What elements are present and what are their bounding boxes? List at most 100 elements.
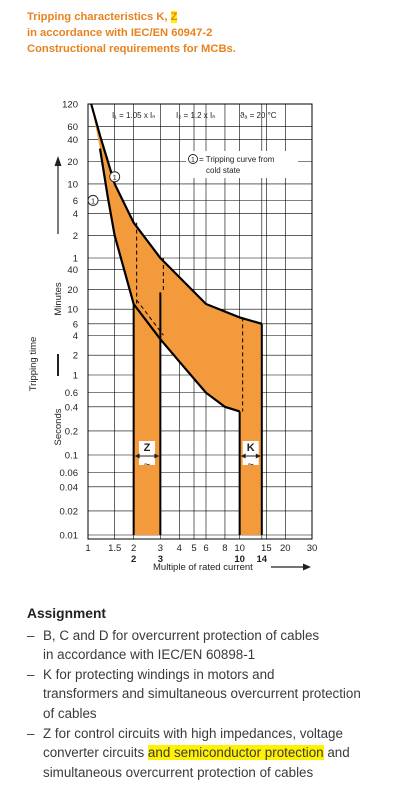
assignment-item: – B, C and D for overcurrent protection o…	[27, 626, 412, 665]
assignment-item: – Z for control circuits with high impeda…	[27, 724, 412, 783]
y-tick-label: 4	[73, 209, 78, 220]
overlap-area	[133, 222, 161, 304]
list-dash: –	[27, 666, 35, 682]
upper-tripping-curve	[90, 103, 263, 325]
assignment-line: simultaneous overcurrent protection of c…	[43, 763, 412, 783]
k-band-tilde: ~	[248, 459, 254, 471]
y-unit-minutes: Minutes	[53, 282, 64, 316]
annotation-temp: ϑₐ = 20 °C	[240, 111, 277, 120]
tripping-characteristics-chart: 12060402010642140201064210.60.40.20.10.0…	[28, 100, 318, 574]
highlighted-z: Z	[170, 11, 178, 23]
line-text: B, C and D for overcurrent protection of…	[43, 627, 320, 643]
y-tick-label: 2	[73, 231, 78, 242]
legend-box	[186, 151, 298, 178]
y-tick-label: 1	[73, 254, 78, 265]
y-tick-label: 0.2	[65, 426, 78, 437]
line-text: in accordance with IEC/EN 60898-1	[43, 647, 256, 663]
assignment-line: transformers and simultaneous overcurren…	[43, 684, 412, 704]
k-band-bracket-arrow-right	[255, 453, 261, 459]
z-band-bracket-arrow-right	[154, 453, 160, 459]
line-text: simultaneous overcurrent protection of c…	[43, 764, 314, 780]
z-band-tilde: ~	[144, 459, 150, 471]
assignment-line: B, C and D for overcurrent protection of…	[43, 626, 412, 646]
line-text: and	[323, 745, 350, 761]
x-tick-label: 4	[177, 543, 182, 554]
y-axis-title: Tripping time	[28, 337, 39, 392]
line-text: Z for control circuits with high impedan…	[43, 725, 343, 741]
line-text: K for protecting windings in motors and	[43, 666, 275, 682]
x-tick-label: 20	[280, 543, 291, 554]
y-minutes-arrow-head	[54, 156, 62, 166]
y-tick-label: 0.1	[65, 451, 78, 462]
y-tick-label: 120	[62, 100, 78, 111]
annotation-i1: I₁ = 1.05 x Iₙ	[112, 111, 155, 120]
k-band-area	[133, 258, 262, 535]
heading-line-2: in accordance with IEC/EN 60947-2	[27, 27, 213, 39]
k-band-label: K	[247, 442, 255, 454]
y-tick-label: 1	[73, 371, 78, 382]
z-band-area	[91, 104, 161, 535]
assignment-line: K for protecting windings in motors and	[43, 665, 412, 685]
y-unit-seconds: Seconds	[53, 408, 64, 445]
assignment-line: in accordance with IEC/EN 60898-1	[43, 645, 412, 665]
highlighted-text: and semiconductor protection	[147, 745, 324, 761]
list-dash: –	[27, 725, 35, 741]
chart-heading: Tripping characteristics K, Z in accorda…	[27, 9, 407, 57]
plot-frame	[87, 103, 313, 540]
z-band-label: Z	[144, 442, 151, 454]
x-tick-label: 6	[203, 543, 208, 554]
assignment-line: of cables	[43, 704, 412, 724]
x-mark-label: 3	[158, 554, 163, 565]
assignment-list: – B, C and D for overcurrent protection o…	[27, 626, 412, 783]
y-tick-label: 10	[67, 179, 78, 190]
x-tick-label: 15	[261, 543, 272, 554]
curve-marker-number: 1	[91, 196, 95, 205]
x-axis-title: Multiple of rated current	[153, 562, 253, 573]
dashed-guide-line	[136, 299, 164, 336]
y-tick-label: 0.6	[65, 388, 78, 399]
y-tick-label: 0.02	[60, 506, 79, 517]
annotation-i2: I₂ = 1.2 x Iₙ	[176, 111, 215, 120]
list-dash: –	[27, 627, 35, 643]
x-tick-label: 8	[222, 543, 227, 554]
assignment-heading: Assignment	[27, 606, 106, 621]
legend-text: = Tripping curve from	[199, 155, 275, 164]
curve-marker	[109, 171, 121, 183]
x-mark-label: 2	[131, 554, 136, 565]
curve-marker-number: 1	[113, 173, 117, 182]
y-tick-label: 6	[73, 196, 78, 207]
x-tick-label: 30	[307, 543, 318, 554]
heading-line-3: Constructional requirements for MCBs.	[27, 43, 236, 55]
y-tick-label: 20	[67, 157, 78, 168]
x-axis-arrow-head	[303, 563, 311, 571]
x-tick-label: 3	[158, 543, 163, 554]
y-tick-label: 10	[67, 305, 78, 316]
legend-marker	[188, 154, 198, 164]
y-tick-label: 60	[67, 122, 78, 133]
y-tick-label: 4	[73, 331, 78, 342]
y-tick-label: 2	[73, 351, 78, 362]
z-band-bracket-arrow-left	[134, 453, 140, 459]
assignment-line: Z for control circuits with high impedan…	[43, 724, 412, 744]
k-band-label-bg	[242, 441, 259, 465]
y-tick-label: 40	[67, 265, 78, 276]
x-tick-label: 1.5	[108, 543, 121, 554]
y-tick-label: 20	[67, 285, 78, 296]
line-text: of cables	[43, 705, 97, 721]
assignment-item: – K for protecting windings in motors and…	[27, 665, 412, 724]
x-mark-label: 10	[234, 554, 245, 565]
y-tick-label: 0.04	[60, 482, 79, 493]
legend-text: cold state	[206, 166, 241, 175]
y-tick-label: 0.01	[60, 531, 79, 542]
line-text: converter circuits	[43, 745, 148, 761]
y-tick-label: 40	[67, 135, 78, 146]
x-tick-label: 5	[191, 543, 196, 554]
line-text: transformers and simultaneous overcurren…	[43, 686, 361, 702]
x-tick-label: 1	[85, 543, 90, 554]
x-tick-label: 2	[131, 543, 136, 554]
k-band-bracket-arrow-left	[240, 453, 246, 459]
z-band-label-bg	[139, 441, 156, 465]
y-tick-label: 6	[73, 319, 78, 330]
assignment-section: Assignment – B, C and D for overcurrent p…	[27, 604, 412, 782]
legend-marker-number: 1	[191, 157, 195, 164]
